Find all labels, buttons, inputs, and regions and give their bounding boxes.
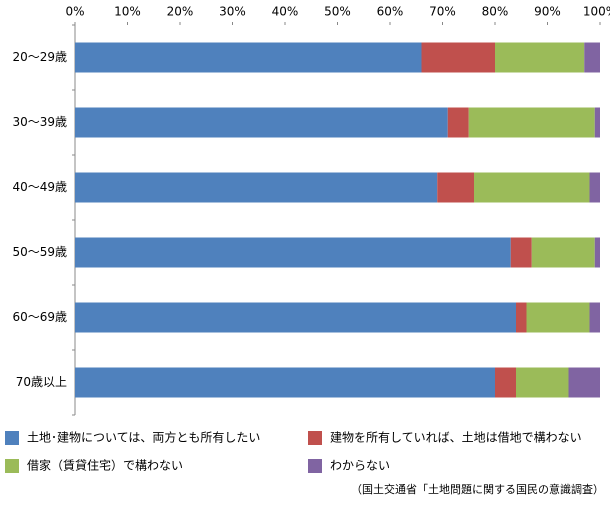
x-tick-label: 30% — [219, 5, 246, 19]
legend-swatch — [308, 431, 322, 445]
bar-segment — [75, 42, 422, 73]
y-tick-label: 60〜69歳 — [12, 310, 67, 324]
bar-segment — [421, 42, 495, 73]
legend-swatch — [308, 459, 322, 473]
bar-segment — [516, 302, 527, 333]
x-tick-label: 0% — [65, 5, 84, 19]
legend-label: 建物を所有していれば、土地は借地で構わない — [330, 431, 582, 445]
legend-label: わからない — [330, 459, 390, 473]
x-tick-label: 90% — [534, 5, 561, 19]
x-tick-label: 70% — [429, 5, 456, 19]
bar-segment — [594, 107, 600, 138]
x-tick-label: 20% — [167, 5, 194, 19]
x-tick-label: 40% — [272, 5, 299, 19]
bar-segment — [594, 237, 600, 268]
bar-segment — [75, 107, 448, 138]
x-tick-label: 60% — [377, 5, 404, 19]
y-tick-label: 50〜59歳 — [12, 245, 67, 259]
bar-segment — [75, 172, 438, 203]
bar-segment — [568, 367, 600, 398]
y-tick-label: 40〜49歳 — [12, 180, 67, 194]
bar-segment — [75, 367, 495, 398]
bar-segment — [589, 302, 600, 333]
bar-segment — [75, 237, 511, 268]
bar-segment — [516, 367, 569, 398]
bar-segment — [531, 237, 595, 268]
legend-label: 借家（賃貸住宅）で構わない — [27, 458, 183, 473]
bar-segment — [474, 172, 590, 203]
y-tick-label: 70歳以上 — [16, 375, 67, 389]
source-note: （国土交通省「土地問題に関する国民の意識調査） — [351, 482, 604, 496]
bar-segment — [584, 42, 600, 73]
bar-segment — [510, 237, 532, 268]
x-tick-label: 80% — [482, 5, 509, 19]
bar-segment — [495, 42, 585, 73]
legend-swatch — [5, 459, 19, 473]
bar-segment — [437, 172, 474, 203]
x-tick-label: 50% — [324, 5, 351, 19]
bar-segment — [447, 107, 469, 138]
y-tick-label: 30〜39歳 — [12, 115, 67, 129]
y-tick-label: 20〜29歳 — [12, 50, 67, 64]
bar-segment — [468, 107, 595, 138]
x-tick-label: 100% — [583, 5, 610, 19]
bar-segment — [526, 302, 590, 333]
bar-segment — [589, 172, 600, 203]
x-tick-label: 10% — [114, 5, 141, 19]
legend-label: 土地･建物については、両方とも所有したい — [27, 430, 260, 445]
legend-swatch — [5, 431, 19, 445]
bar-segment — [495, 367, 516, 398]
bar-segment — [75, 302, 516, 333]
